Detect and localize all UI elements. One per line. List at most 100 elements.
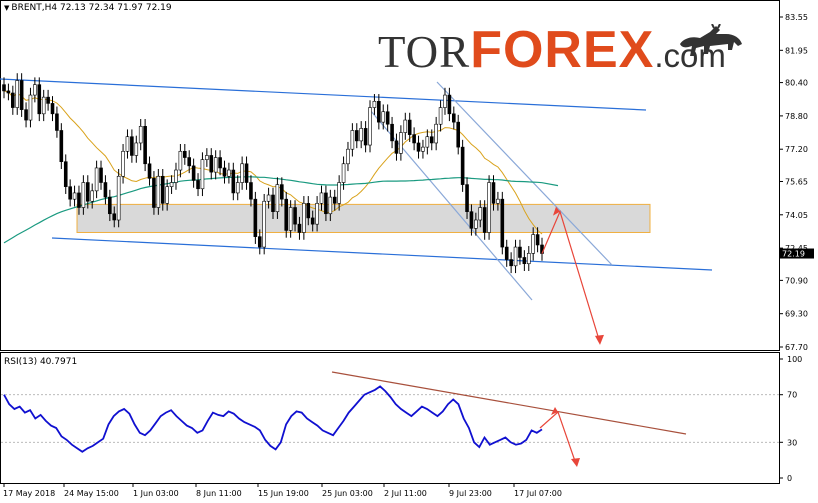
candle-body [359,128,363,142]
candle-body [63,161,68,187]
candle-body [240,163,244,183]
candle [438,100,443,132]
candle [324,185,328,222]
candle-body [160,175,165,204]
candle [187,150,192,174]
slow-moving-average [3,176,559,244]
candle-body [416,142,421,152]
candle [509,252,513,274]
candle [368,100,372,153]
triangle-down-icon[interactable]: ▼ [4,4,10,12]
candle [205,148,209,167]
candle [174,162,178,190]
candle [213,150,218,180]
candle-body [297,223,302,233]
price-tick-label: 77.20 [785,145,808,154]
candle [235,175,240,201]
candle-body [138,126,143,144]
candle [63,154,68,194]
candle [522,250,527,272]
candle [337,175,341,211]
price-tick-label: 78.80 [785,112,808,121]
candle-body [275,184,280,212]
candle [222,160,227,184]
candle-body [90,190,94,202]
candle [447,87,452,122]
rsi-arrowhead-down [571,458,580,467]
candle [227,162,231,184]
candle [244,156,249,190]
candle [169,175,174,194]
candle [165,179,169,211]
candle [46,89,50,111]
candle-body [434,123,438,144]
candle-body [11,92,15,108]
candle-body [266,194,271,202]
candle-body [231,169,236,194]
candle [77,185,81,215]
candle-body [482,207,487,233]
candle [341,156,346,190]
candle-body [354,130,359,142]
candle [37,77,42,122]
candle [346,141,350,172]
candle-body [346,148,350,165]
candle [310,210,315,232]
candle-body [130,136,134,156]
candle [94,160,99,199]
candle [85,175,90,209]
candle-body [478,207,483,221]
candle-body [341,163,346,183]
candle [6,83,11,101]
candle [160,168,165,211]
candle [429,129,434,151]
candle-body [293,207,297,225]
candle-body [332,196,337,204]
rsi-line [3,385,543,453]
candle [134,135,139,163]
candle-body [491,182,496,204]
candle [59,123,64,169]
candle [460,139,465,192]
candle [328,189,333,222]
candle-body [205,155,209,160]
candle-body [15,80,20,108]
candle-body [350,130,355,150]
candle [302,196,306,240]
candle [412,127,416,151]
candle [452,106,456,130]
candle [407,112,412,142]
candle-body [213,157,218,173]
candle [99,160,103,190]
price-tick-label: 83.55 [785,13,808,22]
candle-body [28,94,33,121]
candle [354,123,359,149]
candle-body [443,94,447,108]
current-price-tag: 72.19 [780,248,814,259]
candle [121,144,125,184]
projection-arrowhead-up [553,206,560,216]
time-tick-label: 2 Jul 11:00 [384,489,427,498]
candle-body [99,167,103,183]
price-panel [0,0,780,351]
rsi-label: RSI(13) 40.7971 [4,357,78,367]
candle [403,112,408,140]
moving-averages [3,90,559,244]
candle-body [469,211,474,229]
candle-body [412,134,416,144]
candle-body [429,136,434,144]
candle [363,121,368,153]
candle [271,187,275,219]
time-tick-label: 25 Jun 03:00 [322,489,373,498]
candle-body [244,163,249,183]
candle-body [452,113,456,123]
candle-body [319,192,324,204]
candle [284,191,289,238]
candle-body [253,198,258,237]
candle [19,73,24,117]
candle-body [504,246,509,260]
candle [535,227,540,253]
candle [41,89,46,122]
candle [266,187,271,209]
candle [50,96,55,122]
